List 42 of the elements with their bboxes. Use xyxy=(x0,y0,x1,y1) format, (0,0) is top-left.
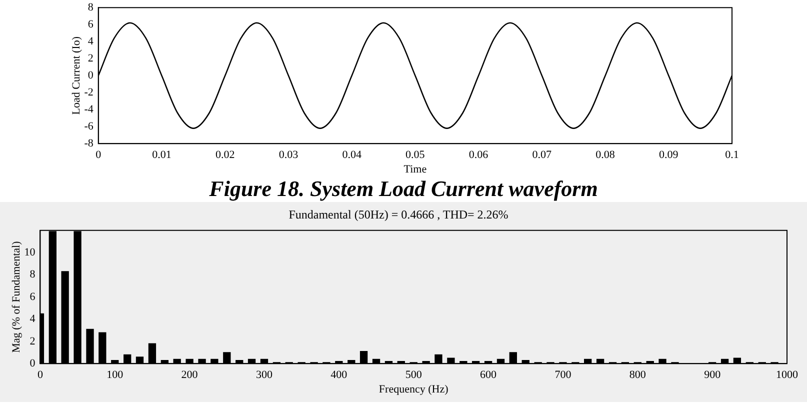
x-tick-label: 800 xyxy=(629,369,646,382)
y-tick-label: 4 xyxy=(30,313,36,326)
x-tick-label: 0.05 xyxy=(406,149,426,162)
x-tick-label: 0 xyxy=(96,149,102,162)
x-tick-label: 0.07 xyxy=(532,149,552,162)
y-axis-title: Mag (% of Fundamental) xyxy=(10,240,22,353)
x-tick-label: 0.06 xyxy=(468,149,489,162)
x-tick-label: 1000 xyxy=(776,369,798,382)
y-tick-label: -4 xyxy=(84,103,94,116)
y-tick-label: 0 xyxy=(88,69,94,82)
x-tick-label: 0.09 xyxy=(659,149,679,162)
x-tick-label: 0.1 xyxy=(725,149,739,162)
y-tick-label: 6 xyxy=(30,290,36,303)
y-tick-label: 8 xyxy=(30,268,36,281)
x-tick-label: 0.08 xyxy=(596,149,616,162)
y-tick-label: 2 xyxy=(30,335,36,348)
y-tick-label: -8 xyxy=(84,137,94,150)
y-tick-label: 8 xyxy=(88,1,94,14)
x-tick-label: 0.01 xyxy=(152,149,172,162)
x-tick-label: 100 xyxy=(106,369,124,382)
x-tick-label: 0.03 xyxy=(278,149,299,162)
y-tick-label: 6 xyxy=(88,18,94,30)
y-tick-label: 2 xyxy=(88,52,94,64)
x-tick-label: 700 xyxy=(554,369,572,382)
x-tick-label: 400 xyxy=(330,369,348,382)
y-axis-title: Load Current (Io) xyxy=(70,36,82,115)
x-tick-label: 0.02 xyxy=(215,149,235,162)
chart-title: Fundamental (50Hz) = 0.4666 , THD= 2.26% xyxy=(288,207,508,222)
x-tick-label: 200 xyxy=(181,369,198,382)
y-tick-label: 10 xyxy=(24,246,36,258)
y-tick-label: 0 xyxy=(30,357,36,370)
x-tick-label: 500 xyxy=(405,369,422,382)
y-tick-label: 4 xyxy=(88,35,94,48)
y-tick-label: -6 xyxy=(84,120,94,132)
y-tick-label: -2 xyxy=(84,86,94,98)
x-axis-title: Frequency (Hz) xyxy=(378,383,449,396)
caption: Figure 18. System Load Current waveform xyxy=(0,176,807,202)
x-axis-title: Time xyxy=(404,163,427,176)
x-tick-label: 300 xyxy=(256,369,273,382)
x-tick-label: 600 xyxy=(480,369,498,382)
x-tick-label: 900 xyxy=(704,369,722,382)
x-tick-label: 0.04 xyxy=(342,149,362,162)
